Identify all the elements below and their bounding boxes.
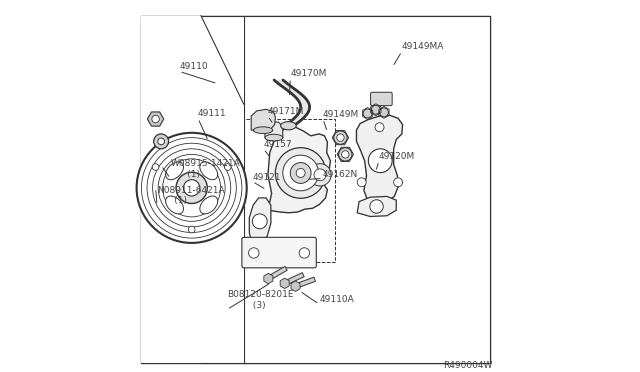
Text: 49171M: 49171M [268, 107, 304, 116]
Circle shape [380, 108, 388, 117]
FancyBboxPatch shape [242, 237, 316, 268]
Circle shape [290, 163, 311, 183]
Circle shape [154, 134, 168, 149]
Ellipse shape [200, 196, 218, 214]
Bar [244, 119, 335, 262]
Polygon shape [250, 198, 271, 246]
Circle shape [334, 131, 347, 144]
Circle shape [184, 180, 200, 196]
Text: 49162N: 49162N [323, 170, 358, 179]
Ellipse shape [200, 162, 218, 180]
Circle shape [152, 115, 159, 123]
Circle shape [225, 164, 231, 170]
Circle shape [275, 148, 326, 198]
Circle shape [394, 178, 403, 187]
Circle shape [369, 149, 392, 173]
Circle shape [158, 138, 164, 145]
Text: 49157: 49157 [264, 140, 292, 149]
Polygon shape [251, 109, 275, 130]
Text: 49110: 49110 [179, 62, 208, 71]
Polygon shape [356, 115, 403, 203]
Polygon shape [357, 196, 396, 217]
Text: 49120M: 49120M [379, 152, 415, 161]
Circle shape [299, 248, 310, 258]
Text: 49121: 49121 [252, 173, 281, 182]
Circle shape [283, 155, 319, 191]
Text: 49149MA: 49149MA [402, 42, 444, 51]
Circle shape [371, 105, 380, 114]
Text: R490004W: R490004W [444, 361, 493, 370]
Circle shape [339, 148, 352, 161]
Polygon shape [265, 122, 283, 138]
Circle shape [152, 164, 159, 170]
Text: N08911-6421A
      (1): N08911-6421A (1) [157, 186, 225, 205]
Polygon shape [141, 16, 244, 363]
Bar [244, 16, 490, 363]
Polygon shape [295, 277, 316, 288]
Circle shape [176, 172, 207, 203]
Circle shape [188, 226, 195, 233]
Circle shape [370, 200, 383, 213]
Circle shape [314, 169, 326, 181]
Circle shape [375, 123, 384, 132]
Circle shape [337, 134, 344, 141]
Circle shape [342, 151, 349, 158]
Circle shape [357, 178, 366, 187]
Polygon shape [268, 266, 287, 280]
Circle shape [296, 169, 305, 177]
Ellipse shape [166, 162, 184, 180]
Ellipse shape [253, 127, 273, 134]
Text: 49111: 49111 [198, 109, 227, 118]
Text: B08120-8201E
         (3): B08120-8201E (3) [227, 290, 294, 310]
Text: W08915-1421A
      (1): W08915-1421A (1) [170, 159, 240, 179]
Polygon shape [268, 126, 330, 213]
Circle shape [252, 214, 267, 229]
Circle shape [309, 164, 331, 186]
Ellipse shape [166, 196, 184, 214]
Polygon shape [284, 273, 304, 285]
Text: 49170M: 49170M [291, 69, 326, 78]
Ellipse shape [265, 134, 283, 141]
Circle shape [248, 248, 259, 258]
Circle shape [363, 109, 372, 118]
Circle shape [136, 133, 246, 243]
FancyBboxPatch shape [371, 92, 392, 106]
Ellipse shape [280, 122, 296, 130]
Text: 49110A: 49110A [319, 295, 354, 304]
Text: 49149M: 49149M [323, 110, 359, 119]
